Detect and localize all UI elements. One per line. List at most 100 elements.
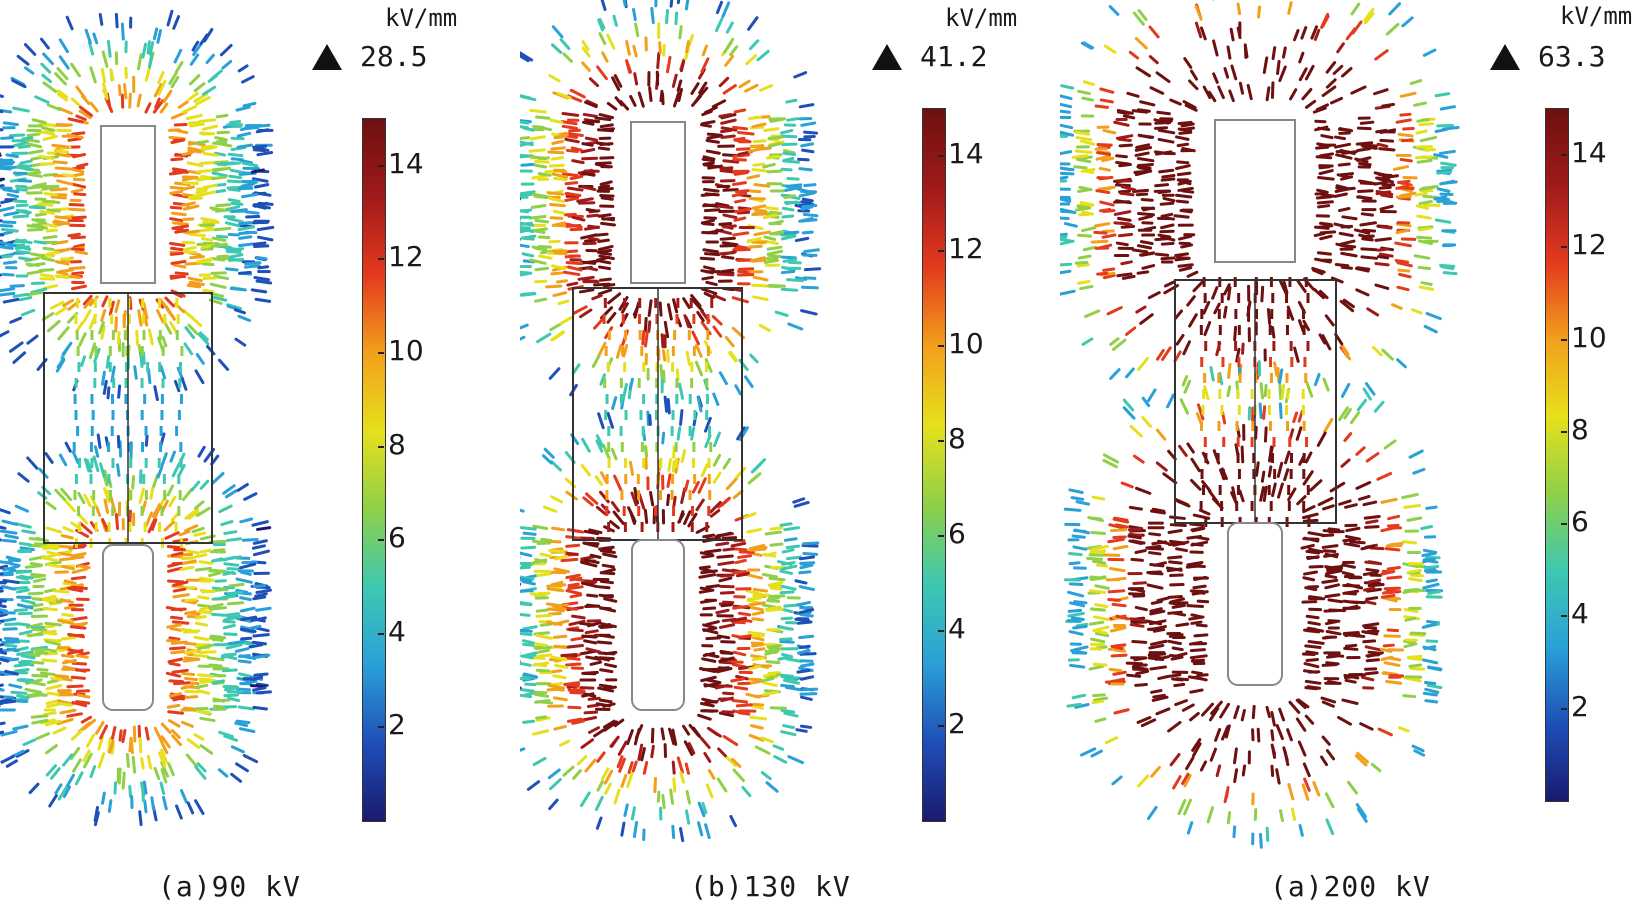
field-arrow bbox=[1189, 654, 1208, 660]
field-arrow bbox=[792, 497, 806, 504]
field-arrow bbox=[200, 144, 214, 150]
field-arrow bbox=[1181, 189, 1195, 194]
field-arrow bbox=[202, 288, 215, 294]
field-arrow bbox=[255, 690, 272, 695]
field-arrow bbox=[1137, 166, 1151, 171]
field-arrow bbox=[70, 675, 86, 680]
field-arrow bbox=[1348, 600, 1366, 605]
field-arrow bbox=[254, 183, 270, 189]
field-arrow bbox=[34, 219, 47, 225]
field-arrow bbox=[1146, 583, 1164, 590]
field-arrow bbox=[520, 654, 534, 660]
field-arrow bbox=[550, 156, 565, 161]
field-arrow bbox=[625, 59, 633, 74]
field-arrow bbox=[1344, 534, 1361, 541]
field-arrow bbox=[132, 725, 137, 743]
field-arrow bbox=[562, 270, 581, 277]
field-arrow bbox=[68, 207, 86, 212]
field-arrow bbox=[255, 606, 272, 612]
field-arrow bbox=[747, 244, 763, 249]
field-arrow bbox=[170, 640, 189, 645]
field-arrow bbox=[171, 221, 189, 226]
field-arrow bbox=[123, 83, 128, 100]
field-arrow bbox=[82, 749, 91, 763]
field-arrow bbox=[1358, 494, 1371, 501]
field-arrow bbox=[140, 757, 145, 770]
field-arrow bbox=[628, 377, 634, 391]
field-arrow bbox=[30, 287, 48, 294]
field-arrow bbox=[71, 131, 86, 136]
field-arrow bbox=[256, 526, 272, 531]
field-arrow bbox=[1341, 571, 1355, 577]
field-arrow bbox=[802, 212, 819, 218]
field-arrow bbox=[565, 490, 578, 501]
field-arrow bbox=[60, 487, 73, 502]
field-arrow bbox=[186, 801, 195, 815]
field-arrow bbox=[1077, 89, 1091, 96]
field-arrow bbox=[12, 292, 30, 298]
field-arrow bbox=[116, 463, 121, 477]
colorbar-tick-mark bbox=[1561, 246, 1567, 249]
field-arrow bbox=[1413, 749, 1426, 757]
field-arrow bbox=[704, 548, 722, 554]
field-arrow bbox=[2, 578, 20, 585]
field-arrow bbox=[1114, 183, 1131, 188]
field-arrow bbox=[202, 183, 218, 189]
field-arrow bbox=[547, 684, 566, 690]
field-arrow bbox=[1189, 688, 1204, 694]
field-arrow bbox=[1343, 542, 1361, 548]
field-arrow bbox=[1255, 461, 1260, 477]
field-arrow bbox=[167, 657, 184, 664]
field-arrow bbox=[1115, 614, 1130, 621]
field-arrow bbox=[1349, 540, 1366, 545]
field-arrow bbox=[73, 177, 86, 182]
field-arrow bbox=[1313, 232, 1326, 238]
field-arrow bbox=[800, 309, 818, 316]
field-arrow bbox=[192, 41, 203, 56]
field-arrow bbox=[1378, 252, 1394, 258]
field-arrow bbox=[1094, 603, 1109, 609]
field-arrow bbox=[647, 299, 653, 317]
field-arrow bbox=[1283, 749, 1290, 767]
field-arrow bbox=[718, 221, 733, 226]
field-arrow bbox=[1321, 735, 1331, 746]
field-arrow bbox=[1219, 702, 1230, 719]
field-arrow bbox=[1360, 675, 1375, 682]
field-arrow bbox=[117, 767, 122, 785]
field-arrow bbox=[167, 566, 183, 573]
field-arrow bbox=[780, 616, 794, 621]
field-arrow bbox=[61, 612, 74, 618]
field-arrow bbox=[1297, 740, 1307, 757]
colorbar-tick-mark bbox=[378, 726, 384, 729]
field-arrow bbox=[1335, 153, 1353, 160]
field-arrow bbox=[6, 647, 20, 653]
field-arrow bbox=[1060, 262, 1073, 267]
field-arrow bbox=[735, 703, 753, 708]
field-arrow bbox=[41, 658, 58, 663]
field-arrow bbox=[1325, 629, 1342, 636]
field-arrow bbox=[1303, 662, 1320, 669]
field-arrow bbox=[520, 508, 525, 513]
field-arrow bbox=[0, 683, 4, 688]
field-arrow bbox=[221, 668, 238, 673]
field-arrow bbox=[133, 365, 138, 380]
field-arrow bbox=[1109, 337, 1120, 346]
field-arrow bbox=[702, 533, 716, 539]
field-arrow bbox=[1162, 196, 1176, 203]
field-arrow bbox=[701, 44, 709, 57]
field-arrow bbox=[114, 299, 121, 313]
field-arrow bbox=[20, 598, 36, 605]
field-arrow bbox=[748, 733, 765, 742]
field-arrow bbox=[1183, 57, 1193, 69]
field-arrow bbox=[182, 204, 200, 211]
field-arrow bbox=[1380, 593, 1396, 599]
field-arrow bbox=[24, 66, 35, 75]
field-arrow bbox=[692, 726, 702, 738]
field-arrow bbox=[732, 569, 747, 575]
field-arrow bbox=[1293, 29, 1300, 42]
field-arrow bbox=[597, 412, 605, 430]
field-arrow bbox=[596, 640, 613, 645]
field-arrow bbox=[1078, 185, 1093, 192]
field-arrow bbox=[520, 628, 533, 633]
field-arrow bbox=[1188, 313, 1198, 328]
